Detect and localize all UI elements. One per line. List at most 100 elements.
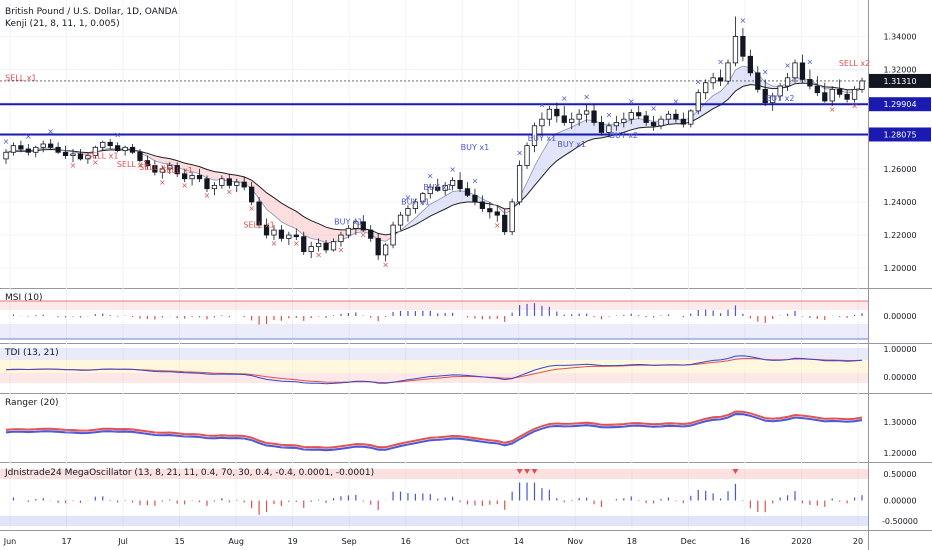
- signal-star: ×: [271, 239, 278, 248]
- signal-label: BUY x1: [528, 134, 557, 143]
- candles: [3, 16, 865, 262]
- price-tick-label: 1.20000: [883, 264, 916, 273]
- candle-body: [3, 151, 9, 160]
- candle-body: [472, 194, 478, 203]
- candle-body: [539, 118, 545, 127]
- candle-body: [449, 180, 456, 186]
- x-tick-label: Dec: [681, 537, 696, 546]
- tdi-mid-zone: [0, 360, 868, 373]
- candle-body: [115, 145, 121, 152]
- candle-body: [85, 155, 91, 160]
- signal-star: ×: [114, 130, 121, 139]
- candle-body: [695, 92, 701, 112]
- signal-star: ×: [25, 132, 32, 141]
- cloud-fill: [541, 140, 550, 177]
- candle-body: [777, 85, 783, 97]
- x-tick-label: Aug: [228, 537, 244, 546]
- candle-body: [755, 72, 761, 90]
- candle-body: [271, 229, 277, 236]
- candle-body: [397, 214, 404, 226]
- cloud-fill: [288, 207, 297, 229]
- candle-body: [382, 244, 389, 256]
- signal-star: ×: [449, 165, 456, 174]
- ranger-upper: [5, 411, 863, 449]
- tdi-upper-zone: [0, 348, 868, 360]
- candle-body: [40, 143, 46, 148]
- signal-star: ×: [829, 105, 836, 114]
- signal-star: ×: [47, 127, 54, 136]
- signal-star: ×: [807, 58, 814, 67]
- signal-label: BUY x1: [557, 140, 586, 149]
- candle-body: [494, 211, 500, 216]
- candle-body: [740, 36, 746, 57]
- level-label: 1.29904: [883, 100, 916, 109]
- signal-label: BUY x1: [423, 183, 452, 192]
- indicator-panes: MSI (10) TDI (13, 21) Ranger (20) Jdnistrad…: [0, 293, 868, 526]
- slow-line: [5, 82, 863, 236]
- ranger-legend: Ranger (20): [5, 398, 59, 408]
- kenji-indicator: [0, 65, 868, 244]
- cloud-fill: [281, 203, 289, 226]
- candle-body: [182, 173, 188, 180]
- candle-body: [703, 82, 709, 94]
- cloud-fill: [437, 195, 446, 213]
- ranger-lower: [5, 413, 863, 451]
- candle-body: [814, 85, 820, 94]
- candle-body: [837, 88, 843, 95]
- mega-axis-label: -0.50000: [882, 517, 918, 526]
- cloud-fill: [303, 216, 312, 239]
- cloud-fill: [407, 217, 416, 229]
- signal-star: ×: [405, 193, 412, 202]
- cloud-fill: [579, 119, 587, 146]
- cloud-fill: [273, 197, 282, 222]
- candle-body: [688, 110, 694, 125]
- candle-body: [643, 115, 649, 123]
- cloud-fill: [668, 118, 676, 125]
- candle-body: [330, 241, 337, 251]
- candle-body: [851, 88, 858, 100]
- candle-body: [807, 79, 813, 87]
- candle-body: [62, 151, 69, 156]
- signal-star: ×: [494, 221, 501, 230]
- ranger-upper: [5, 410, 863, 448]
- candle-body: [18, 145, 24, 150]
- x-tick-label: Oct: [455, 537, 469, 546]
- candle-body: [516, 165, 523, 203]
- tdi-fast: [5, 355, 863, 385]
- candle-body: [799, 62, 806, 80]
- candle-body: [457, 180, 463, 190]
- signal-star: ×: [561, 94, 568, 103]
- signal-star: ×: [226, 188, 233, 197]
- candle-body: [55, 146, 61, 153]
- last-price-badge: [869, 73, 931, 88]
- signal-star: ×: [606, 110, 613, 119]
- candle-body: [435, 186, 441, 191]
- signal-label: BUY x1: [401, 197, 430, 206]
- signal-label: SELL x1: [87, 151, 118, 160]
- signal-label: SELL x1: [5, 74, 36, 83]
- msi-lower-zone: [0, 324, 868, 339]
- candle-body: [531, 125, 538, 147]
- signal-star: ×: [248, 204, 255, 213]
- candle-body: [10, 145, 17, 153]
- candle-body: [293, 234, 299, 238]
- signal-star: ×: [137, 161, 144, 170]
- ranger-axis-label: 1.30000: [883, 418, 916, 427]
- signal-label: SELL x1: [139, 163, 170, 172]
- x-tick-label: Jun: [3, 537, 17, 546]
- cloud-fill: [586, 119, 595, 142]
- candle-body: [770, 95, 776, 104]
- signal-label: SELL x2: [839, 59, 870, 68]
- cloud-fill: [296, 211, 304, 236]
- candle-body: [636, 112, 642, 117]
- candle-body: [524, 145, 530, 166]
- candle-body: [442, 184, 448, 191]
- candle-body: [204, 178, 210, 190]
- last-price-label: 1.31310: [883, 77, 916, 86]
- candle-body: [249, 186, 255, 203]
- candle-body: [606, 125, 612, 133]
- signal-star: ×: [851, 102, 858, 111]
- signal-label: SELL x1: [117, 160, 148, 169]
- ranger-upper: [5, 411, 863, 449]
